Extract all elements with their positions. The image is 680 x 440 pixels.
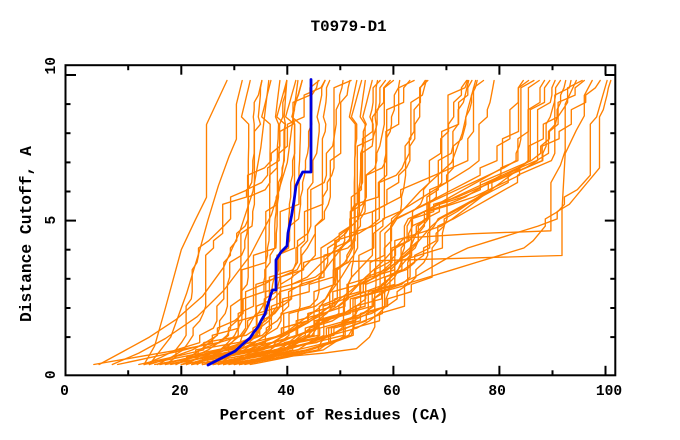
svg-text:80: 80	[488, 384, 506, 400]
svg-text:100: 100	[596, 384, 622, 400]
svg-text:10: 10	[44, 57, 60, 75]
svg-text:60: 60	[383, 384, 401, 400]
svg-text:Distance Cutoff, A: Distance Cutoff, A	[17, 146, 36, 322]
svg-text:0: 0	[60, 384, 69, 400]
svg-text:20: 20	[171, 384, 189, 400]
svg-text:T0979-D1: T0979-D1	[311, 18, 387, 36]
svg-text:0: 0	[44, 370, 60, 379]
svg-text:Percent of Residues (CA): Percent of Residues (CA)	[220, 407, 449, 425]
svg-text:40: 40	[277, 384, 295, 400]
svg-text:5: 5	[44, 216, 60, 225]
